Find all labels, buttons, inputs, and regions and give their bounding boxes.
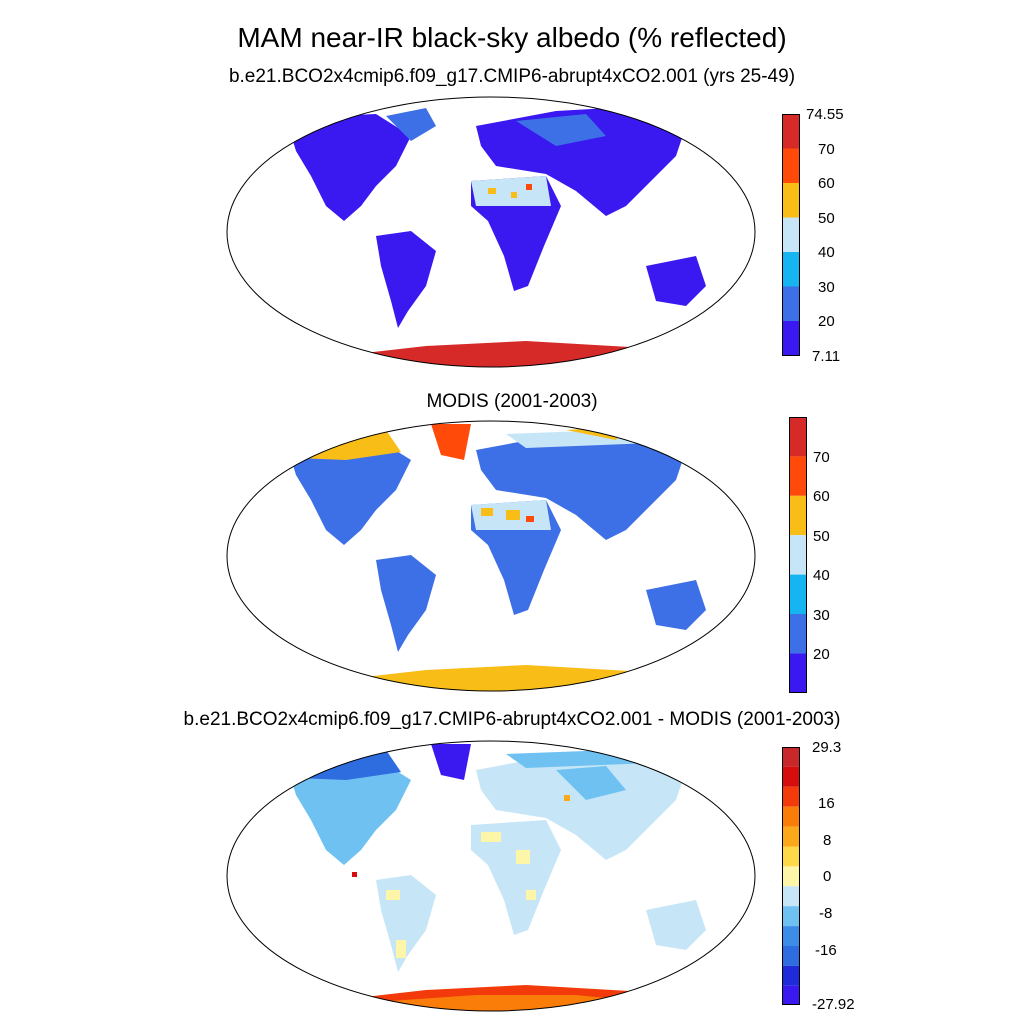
panel-2-map — [226, 420, 756, 692]
colorbar-swatch — [789, 456, 807, 496]
colorbar-label: 74.55 — [806, 106, 844, 123]
panel-3-colorbar — [782, 747, 800, 1005]
colorbar-swatch — [782, 906, 800, 927]
colorbar-label: 20 — [818, 313, 835, 330]
colorbar-label: 70 — [813, 449, 830, 466]
panel-2-title: MODIS (2001-2003) — [426, 391, 598, 412]
colorbar-label: -8 — [819, 905, 833, 922]
colorbar-swatch — [782, 286, 800, 321]
colorbar-swatch — [782, 886, 800, 907]
colorbar-swatch — [782, 965, 800, 986]
colorbar-swatch — [782, 114, 800, 149]
colorbar-label: 16 — [818, 795, 835, 812]
panel-2-colorbar — [789, 417, 807, 693]
colorbar-swatch — [782, 926, 800, 946]
colorbar-label: -16 — [815, 942, 837, 959]
panel-1-map — [226, 96, 756, 368]
colorbar-swatch — [782, 846, 800, 867]
colorbar-swatch — [789, 417, 807, 457]
colorbar-swatch — [782, 148, 800, 183]
panel-1-title: b.e21.BCO2x4cmip6.f09_g17.CMIP6-abrupt4x… — [228, 66, 796, 87]
colorbar-label: 50 — [813, 528, 830, 545]
colorbar-label: 40 — [818, 244, 835, 261]
colorbar-swatch — [782, 766, 800, 787]
colorbar-label: 50 — [818, 210, 835, 227]
colorbar-label: 7.11 — [812, 348, 841, 365]
colorbar-swatch — [782, 252, 800, 287]
colorbar-swatch — [782, 826, 800, 847]
colorbar-swatch — [782, 806, 800, 827]
colorbar-swatch — [782, 866, 800, 887]
colorbar-label: 30 — [813, 607, 830, 624]
colorbar-swatch — [782, 985, 800, 1005]
colorbar-label: 60 — [818, 175, 835, 192]
colorbar-label: 70 — [818, 141, 835, 158]
colorbar-label: 29.3 — [812, 739, 842, 756]
panel-3-title: b.e21.BCO2x4cmip6.f09_g17.CMIP6-abrupt4x… — [183, 709, 841, 730]
colorbar-swatch — [782, 747, 800, 767]
figure-title: MAM near-IR black-sky albedo (% reflecte… — [237, 22, 787, 53]
colorbar-swatch — [789, 653, 807, 693]
colorbar-label: 30 — [818, 279, 835, 296]
colorbar-swatch — [782, 321, 800, 356]
colorbar-swatch — [782, 946, 800, 966]
panel-3-map — [226, 740, 756, 1012]
colorbar-swatch — [782, 183, 800, 218]
colorbar-label: 60 — [813, 488, 830, 505]
panel-1-colorbar — [782, 114, 800, 356]
colorbar-swatch — [789, 614, 807, 654]
colorbar-swatch — [789, 495, 807, 536]
colorbar-swatch — [782, 786, 800, 807]
colorbar-label: 20 — [813, 646, 830, 663]
colorbar-label: 40 — [813, 567, 830, 584]
colorbar-label: 8 — [823, 832, 832, 849]
colorbar-label: 0 — [823, 868, 832, 885]
colorbar-label: -27.92 — [812, 996, 855, 1013]
colorbar-swatch — [789, 535, 807, 575]
colorbar-swatch — [782, 217, 800, 252]
colorbar-swatch — [789, 574, 807, 614]
